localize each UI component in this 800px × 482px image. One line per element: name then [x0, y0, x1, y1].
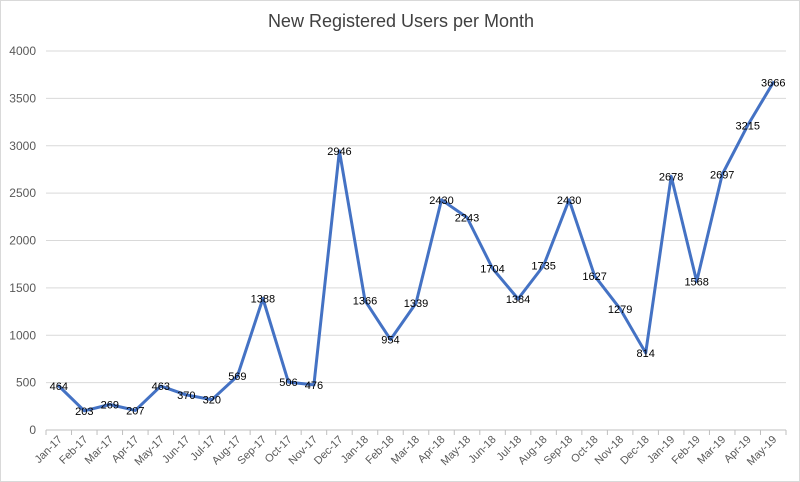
- x-tick-label: Jun-18: [466, 434, 498, 466]
- gridlines: [46, 50, 786, 384]
- data-label: 1279: [608, 304, 632, 316]
- x-tick-label: Mar-19: [695, 434, 728, 467]
- data-label: 207: [126, 405, 144, 417]
- data-label: 1735: [531, 261, 555, 273]
- data-label: 1568: [684, 276, 708, 288]
- data-label: 2430: [557, 195, 581, 207]
- y-tick-label: 2000: [9, 234, 36, 248]
- x-tick-label: Mar-18: [389, 434, 422, 467]
- y-tick-label: 2500: [9, 186, 36, 200]
- data-label: 569: [228, 371, 246, 383]
- data-label: 3666: [761, 78, 785, 90]
- data-label: 1704: [480, 264, 504, 276]
- data-label: 476: [305, 380, 323, 392]
- data-label: 269: [101, 400, 119, 412]
- data-label: 203: [75, 406, 93, 418]
- series: [57, 81, 775, 413]
- y-tick-label: 1500: [9, 281, 36, 295]
- data-label: 2430: [429, 195, 453, 207]
- y-tick-label: 3000: [9, 139, 36, 153]
- data-label: 2946: [327, 146, 351, 158]
- chart-title: New Registered Users per Month: [267, 11, 535, 31]
- data-label: 1388: [251, 293, 275, 305]
- y-tick-label: 0: [29, 423, 36, 437]
- data-label: 2678: [659, 171, 683, 183]
- y-tick-label: 500: [16, 376, 36, 390]
- data-label: 1627: [582, 271, 606, 283]
- data-label: 3215: [735, 120, 759, 132]
- x-tick-label: Mar-17: [83, 434, 116, 467]
- data-labels: 464 203 269 207 463 370 320 569 1388 506 476 2946 13…: [50, 78, 786, 418]
- x-tick-label: Jun-17: [160, 434, 192, 466]
- x-tick-label: Dec-17: [312, 434, 346, 468]
- data-label: 814: [636, 348, 654, 360]
- data-label: 320: [203, 395, 221, 407]
- series-line: [57, 81, 775, 413]
- data-label: 1366: [353, 296, 377, 308]
- data-label: 2243: [455, 212, 479, 224]
- y-tick-label: 3500: [9, 91, 36, 105]
- x-tick-label: Dec-18: [618, 434, 652, 468]
- data-label: 463: [152, 381, 170, 393]
- data-label: 506: [279, 377, 297, 389]
- x-tick-label: Sep-18: [542, 434, 576, 468]
- x-tick-label: Sep-17: [235, 434, 269, 468]
- data-label: 1339: [404, 298, 428, 310]
- data-label: 2697: [710, 169, 734, 181]
- y-tick-label: 4000: [9, 44, 36, 58]
- y-tick-label: 1000: [9, 328, 36, 342]
- data-label: 464: [50, 381, 68, 393]
- data-label: 954: [381, 335, 399, 347]
- data-label: 370: [177, 390, 195, 402]
- data-label: 1384: [506, 294, 530, 306]
